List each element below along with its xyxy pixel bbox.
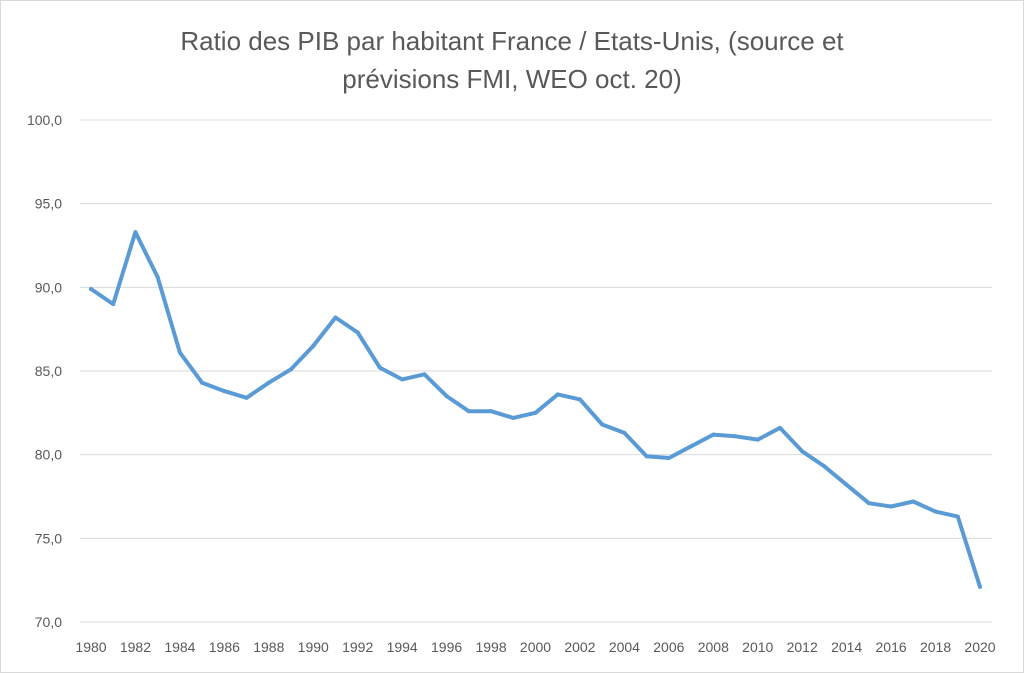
x-tick-label: 2006 — [653, 639, 684, 655]
data-point — [422, 372, 427, 377]
data-point — [844, 482, 849, 487]
data-point — [466, 409, 471, 414]
x-tick-label: 2008 — [698, 639, 729, 655]
data-point — [755, 437, 760, 442]
series-line — [89, 230, 982, 589]
x-tick-label: 2016 — [876, 639, 907, 655]
y-tick-label: 95,0 — [35, 196, 62, 212]
x-tick-label: 1996 — [431, 639, 462, 655]
data-point — [333, 315, 338, 320]
x-tick-label: 1998 — [475, 639, 506, 655]
data-point — [133, 230, 138, 235]
x-tick-label: 1988 — [253, 639, 284, 655]
chart-title: Ratio des PIB par habitant France / Etat… — [0, 22, 1024, 98]
x-tick-label: 2014 — [831, 639, 862, 655]
data-point — [222, 389, 227, 394]
data-point — [111, 302, 116, 307]
x-tick-label: 2002 — [564, 639, 595, 655]
data-point — [533, 410, 538, 415]
data-point — [377, 365, 382, 370]
data-point — [711, 432, 716, 437]
data-point — [444, 394, 449, 399]
data-point — [866, 501, 871, 506]
x-tick-label: 1980 — [75, 639, 106, 655]
data-point — [933, 509, 938, 514]
data-point — [800, 449, 805, 454]
data-point — [489, 409, 494, 414]
x-tick-label: 1994 — [387, 639, 418, 655]
y-tick-label: 100,0 — [27, 112, 62, 128]
y-axis-ticks: 100,0 95,0 90,0 85,0 80,0 75,0 70,0 — [27, 112, 62, 630]
x-tick-label: 2018 — [920, 639, 951, 655]
data-point — [177, 350, 182, 355]
data-point — [89, 287, 93, 292]
x-tick-label: 1992 — [342, 639, 373, 655]
data-point — [511, 415, 516, 420]
x-axis-ticks: 1980 1982 1984 1986 1988 1990 1992 1994 1996 1998… — [75, 639, 995, 655]
x-tick-label: 2004 — [609, 639, 640, 655]
data-point — [289, 367, 294, 372]
y-tick-label: 70,0 — [35, 614, 62, 630]
y-tick-label: 80,0 — [35, 447, 62, 463]
x-tick-label: 1984 — [164, 639, 195, 655]
y-tick-label: 85,0 — [35, 363, 62, 379]
data-point — [889, 504, 894, 509]
data-point — [689, 444, 694, 449]
data-point — [266, 380, 271, 385]
data-point — [733, 434, 738, 439]
data-point — [978, 584, 982, 589]
chart-title-line-2: prévisions FMI, WEO oct. 20) — [342, 64, 682, 94]
x-tick-label: 2020 — [964, 639, 995, 655]
data-point — [955, 514, 960, 519]
data-point — [577, 397, 582, 402]
gridlines — [80, 119, 992, 623]
data-point — [600, 422, 605, 427]
x-tick-label: 1990 — [298, 639, 329, 655]
data-point — [155, 275, 160, 280]
x-tick-label: 2010 — [742, 639, 773, 655]
y-tick-label: 75,0 — [35, 530, 62, 546]
x-tick-label: 1986 — [209, 639, 240, 655]
data-point — [822, 464, 827, 469]
data-point — [244, 395, 249, 400]
data-point — [644, 454, 649, 459]
chart-title-line-1: Ratio des PIB par habitant France / Etat… — [180, 26, 844, 56]
series-group — [89, 230, 982, 589]
data-point — [622, 430, 627, 435]
data-point — [355, 330, 360, 335]
data-point — [400, 377, 405, 382]
x-tick-label: 2000 — [520, 639, 551, 655]
x-tick-label: 1982 — [120, 639, 151, 655]
data-point — [666, 456, 671, 461]
data-point — [555, 392, 560, 397]
data-point — [777, 425, 782, 430]
y-tick-label: 90,0 — [35, 279, 62, 295]
data-point — [911, 499, 916, 504]
x-tick-label: 2012 — [787, 639, 818, 655]
data-point — [200, 380, 205, 385]
data-point — [311, 343, 316, 348]
